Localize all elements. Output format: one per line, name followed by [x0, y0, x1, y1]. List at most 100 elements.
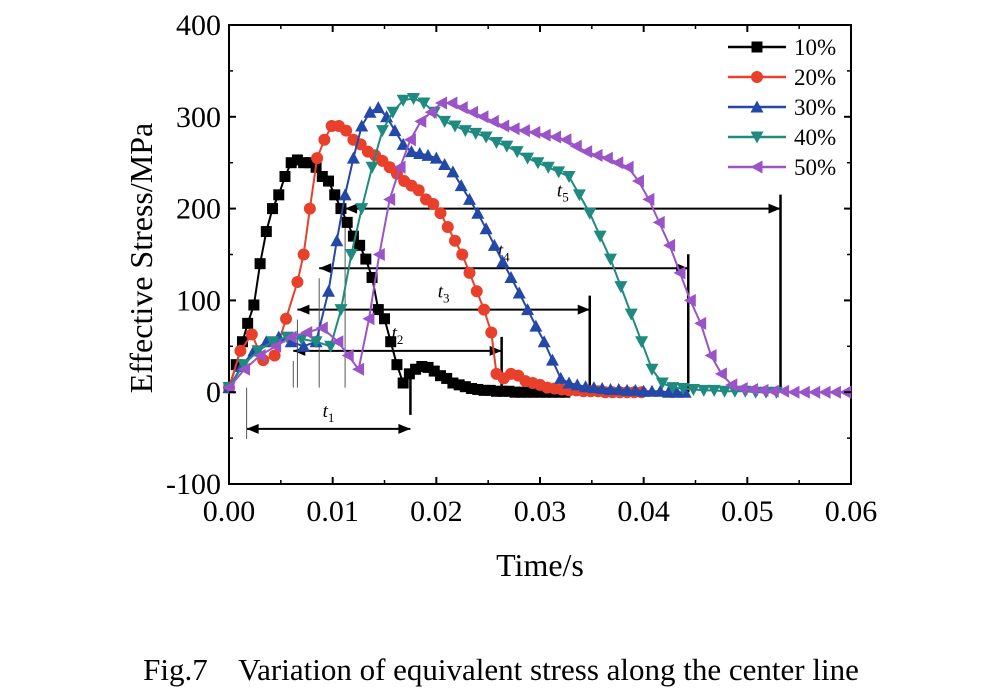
annotation-subscript: 1	[328, 410, 335, 425]
data-point	[300, 326, 313, 340]
data-point	[456, 248, 469, 261]
arrow-head	[297, 304, 310, 315]
data-point	[471, 206, 485, 219]
legend-label: 40%	[794, 125, 836, 150]
x-tick-label: 0.04	[617, 495, 670, 528]
arrow-head	[345, 203, 358, 214]
data-point	[637, 384, 651, 397]
data-point	[404, 145, 418, 158]
data-point	[383, 192, 396, 206]
data-point	[338, 188, 352, 201]
data-point	[397, 377, 409, 389]
data-point	[528, 125, 541, 139]
data-point	[441, 372, 453, 384]
data-point	[808, 385, 821, 399]
data-point	[562, 376, 576, 389]
data-point	[251, 345, 265, 358]
data-point	[485, 326, 498, 339]
arrow-head	[246, 423, 259, 434]
data-point	[496, 255, 510, 268]
data-point	[375, 125, 389, 138]
legend-item-50pct: 50%	[728, 155, 836, 180]
data-point	[529, 319, 543, 332]
data-point	[341, 216, 353, 228]
annotation-t-1: t1	[246, 368, 412, 439]
data-point	[416, 360, 428, 372]
data-point	[268, 349, 281, 362]
data-point	[797, 385, 810, 399]
data-point	[388, 124, 402, 137]
data-point	[360, 253, 372, 265]
data-point	[469, 127, 483, 140]
data-point	[303, 202, 316, 215]
data-point	[479, 222, 493, 235]
data-point	[441, 220, 454, 233]
annotation-subscript: 5	[562, 190, 569, 205]
data-point	[497, 385, 509, 397]
data-point	[445, 96, 458, 110]
data-point	[222, 381, 235, 395]
data-point	[663, 238, 676, 252]
data-point	[448, 120, 462, 133]
data-point	[403, 133, 416, 147]
data-point	[570, 378, 584, 391]
data-point	[670, 385, 684, 398]
annotation-subscript: 3	[443, 291, 450, 306]
data-point	[600, 151, 613, 165]
legend-label: 10%	[794, 35, 836, 60]
data-point	[694, 316, 707, 330]
data-point	[295, 333, 309, 346]
data-point	[273, 189, 285, 201]
data-point	[603, 253, 617, 266]
arrow-head	[319, 263, 332, 274]
data-point	[631, 174, 644, 188]
data-point	[655, 377, 669, 390]
data-point	[322, 284, 336, 297]
data-point	[766, 384, 779, 398]
data-point	[777, 384, 790, 398]
data-point	[756, 383, 769, 397]
data-point	[279, 170, 291, 182]
data-point	[509, 386, 521, 398]
data-point	[260, 226, 272, 238]
data-point	[298, 157, 310, 169]
x-tick-label: 0.01	[306, 495, 359, 528]
data-point	[521, 152, 535, 165]
x-tick-label: 0.03	[514, 495, 567, 528]
data-point	[490, 385, 502, 397]
data-point	[787, 385, 800, 399]
data-point	[537, 335, 551, 348]
data-point	[697, 384, 711, 397]
arrow-head	[768, 203, 781, 214]
data-point	[318, 133, 331, 146]
data-point	[347, 230, 359, 242]
legend-item-30pct: 30%	[728, 95, 836, 120]
data-point	[466, 383, 478, 395]
annotation-subscript: 2	[397, 332, 404, 347]
legend-item-20pct: 20%	[728, 65, 836, 90]
legend-marker	[751, 71, 763, 83]
annotation-label: t3	[438, 282, 450, 306]
data-point	[434, 207, 447, 220]
data-point	[331, 335, 344, 349]
data-point	[673, 266, 686, 280]
data-point	[334, 304, 348, 317]
data-point	[379, 313, 390, 325]
legend-label: 20%	[794, 65, 836, 90]
data-point	[653, 384, 667, 397]
x-axis-title: Time/s	[496, 547, 584, 583]
data-point	[365, 161, 379, 174]
legend-label: 50%	[794, 155, 836, 180]
data-point	[267, 203, 279, 215]
annotation-subscript: 4	[503, 249, 510, 264]
data-point	[362, 312, 375, 326]
y-tick-label: -100	[166, 468, 221, 501]
data-point	[500, 140, 514, 153]
data-point	[421, 148, 435, 161]
data-point	[253, 348, 266, 362]
data-point	[355, 203, 369, 216]
data-point	[391, 359, 403, 371]
data-point	[541, 161, 555, 174]
legend: 10% 20% 30% 40% 50%	[728, 35, 836, 180]
y-tick-label: 200	[176, 193, 221, 226]
